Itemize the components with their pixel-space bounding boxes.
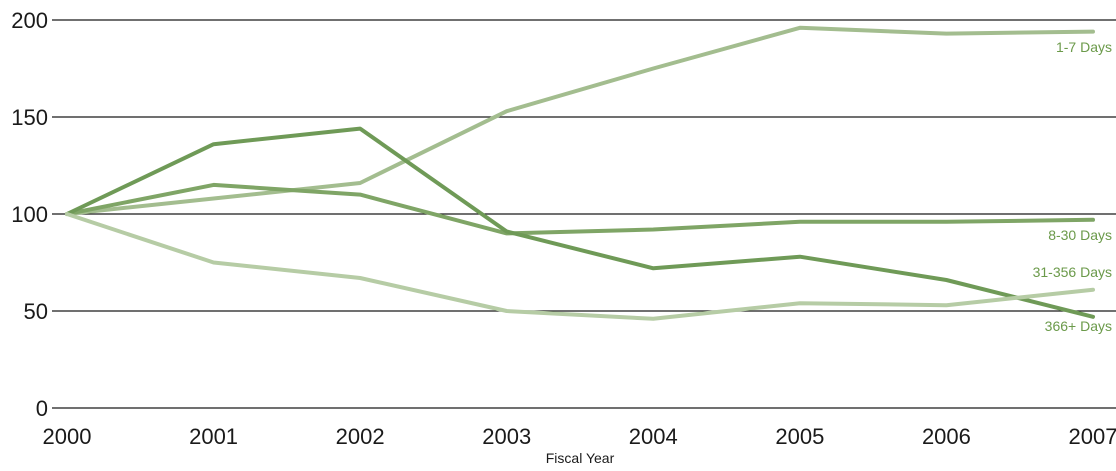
y-tick-label: 0 bbox=[36, 396, 48, 421]
x-tick-label: 2006 bbox=[922, 424, 971, 449]
x-tick-label: 2004 bbox=[629, 424, 678, 449]
series-line-2 bbox=[65, 182, 1095, 236]
x-tick-label: 2005 bbox=[775, 424, 824, 449]
y-tick-label: 50 bbox=[24, 299, 48, 324]
series-lines bbox=[65, 25, 1095, 321]
x-tick-label: 2003 bbox=[482, 424, 531, 449]
series-label: 8-30 Days bbox=[1048, 227, 1112, 243]
series-label: 1-7 Days bbox=[1056, 39, 1112, 55]
x-tick-label: 2002 bbox=[336, 424, 385, 449]
x-tick-label: 2000 bbox=[43, 424, 92, 449]
series-line-4 bbox=[65, 212, 1095, 321]
series-label: 31-356 Days bbox=[1033, 264, 1112, 280]
y-axis-ticks: 0 50 100 150 200 bbox=[11, 8, 48, 421]
series-line-1 bbox=[65, 25, 1095, 216]
gridlines bbox=[52, 19, 1116, 409]
y-tick-label: 200 bbox=[11, 8, 48, 33]
x-tick-label: 2001 bbox=[189, 424, 238, 449]
x-axis-title: Fiscal Year bbox=[546, 450, 615, 466]
series-labels: 1-7 Days 8-30 Days 31-356 Days 366+ Days bbox=[1033, 39, 1112, 334]
x-tick-label: 2007 bbox=[1069, 424, 1116, 449]
y-tick-label: 150 bbox=[11, 105, 48, 130]
y-tick-label: 100 bbox=[11, 202, 48, 227]
series-line-3 bbox=[65, 126, 1095, 319]
series-label: 366+ Days bbox=[1045, 318, 1112, 334]
x-axis-ticks: 2000 2001 2002 2003 2004 2005 2006 2007 bbox=[43, 424, 1116, 449]
